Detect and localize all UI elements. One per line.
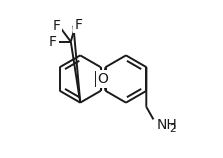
Text: O: O xyxy=(98,72,109,86)
Text: F: F xyxy=(75,18,83,32)
Text: F: F xyxy=(52,19,60,33)
Text: 2: 2 xyxy=(170,124,176,134)
Text: NH: NH xyxy=(157,118,177,133)
Text: F: F xyxy=(49,35,57,49)
